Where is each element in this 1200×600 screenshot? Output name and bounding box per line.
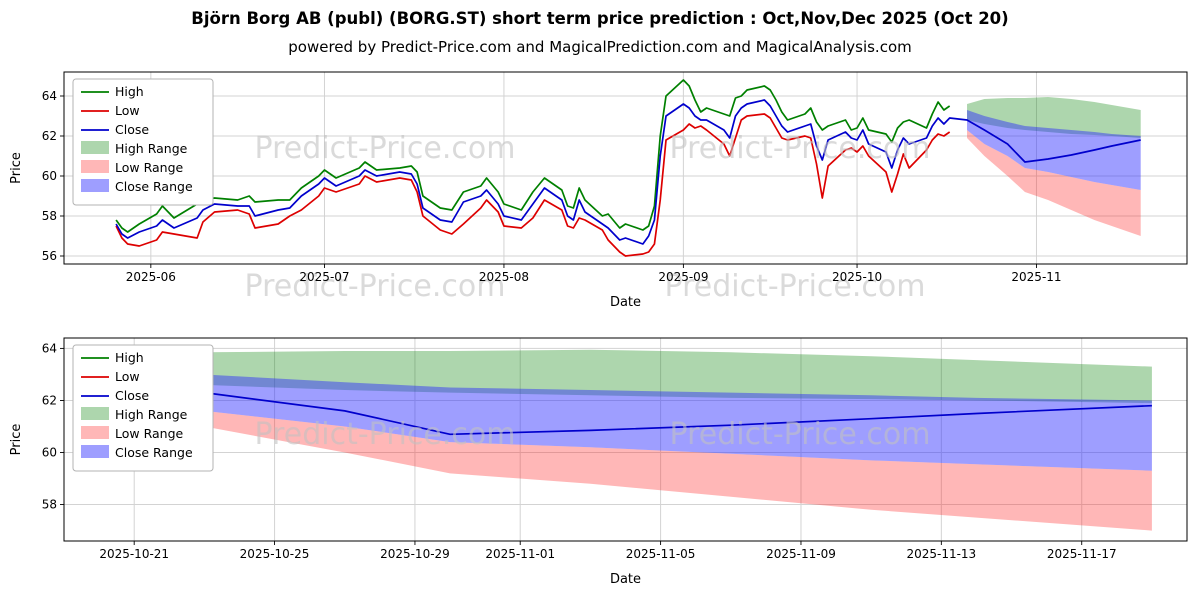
low-range-band <box>967 130 1141 236</box>
legend: High Low Close High Range Low Range Close Ran… <box>72 78 214 206</box>
legend-label-low-range: Low Range <box>115 160 184 175</box>
svg-text:2025-11-01: 2025-11-01 <box>485 547 555 561</box>
svg-text:2025-11: 2025-11 <box>1011 270 1061 284</box>
svg-text:2025-10: 2025-10 <box>832 270 882 284</box>
svg-text:56: 56 <box>42 249 57 263</box>
high-range-band <box>99 349 1152 404</box>
legend-label-close: Close <box>115 122 149 137</box>
watermark: Predict-Price.com <box>255 131 516 166</box>
price-history-chart: Predict-Price.com Predict-Price.com Predic… <box>9 71 1188 310</box>
legend-swatch-high-range <box>81 407 109 420</box>
legend-label-low-range: Low Range <box>115 426 184 441</box>
plot-border <box>63 71 1188 265</box>
close-line <box>98 378 1152 436</box>
svg-text:62: 62 <box>42 129 57 143</box>
close-line <box>115 99 1141 245</box>
legend-label-close-range: Close Range <box>115 179 193 194</box>
chart-title: Björn Borg AB (publ) (BORG.ST) short ter… <box>191 9 1009 28</box>
legend-label-close-range: Close Range <box>115 445 193 460</box>
legend-label-close: Close <box>115 388 149 403</box>
svg-text:2025-11-09: 2025-11-09 <box>766 547 836 561</box>
legend-swatch-close-range <box>81 179 109 192</box>
plot-border <box>63 337 1188 542</box>
svg-text:60: 60 <box>42 169 57 183</box>
svg-text:2025-11-05: 2025-11-05 <box>626 547 696 561</box>
svg-text:2025-08: 2025-08 <box>479 270 529 284</box>
svg-text:60: 60 <box>42 446 57 460</box>
svg-text:58: 58 <box>42 209 57 223</box>
legend-label-low: Low <box>115 369 140 384</box>
svg-text:62: 62 <box>42 393 57 407</box>
svg-text:2025-09: 2025-09 <box>658 270 708 284</box>
x-axis-label: Date <box>610 572 641 587</box>
svg-text:2025-11-17: 2025-11-17 <box>1047 547 1117 561</box>
svg-text:2025-10-21: 2025-10-21 <box>99 547 169 561</box>
grid <box>64 338 1187 541</box>
chart-subtitle: powered by Predict-Price.com and Magical… <box>288 38 912 56</box>
high-line <box>115 79 951 233</box>
prediction-zoom-chart: Predict-Price.com Predict-Price.com 58 60 62… <box>9 337 1188 587</box>
watermark: Predict-Price.com <box>670 417 931 452</box>
legend-swatch-low-range <box>81 160 109 173</box>
high-range-band <box>967 97 1141 138</box>
svg-text:58: 58 <box>42 498 57 512</box>
svg-text:2025-07: 2025-07 <box>299 270 349 284</box>
low-line <box>115 113 951 257</box>
svg-text:2025-06: 2025-06 <box>126 270 176 284</box>
svg-text:2025-10-29: 2025-10-29 <box>380 547 450 561</box>
close-range-band <box>967 110 1141 190</box>
svg-text:64: 64 <box>42 89 57 103</box>
svg-text:2025-10-25: 2025-10-25 <box>240 547 310 561</box>
legend-swatch-close-range <box>81 445 109 458</box>
legend-label-high-range: High Range <box>115 407 188 422</box>
axis-ticks: 58 60 62 64 2025-10-21 2025-10-25 2025-10-29 20… <box>42 341 1117 561</box>
low-range-band <box>99 392 1152 531</box>
legend-swatch-low-range <box>81 426 109 439</box>
svg-text:2025-11-13: 2025-11-13 <box>906 547 976 561</box>
watermark: Predict-Price.com <box>245 269 506 304</box>
y-axis-label: Price <box>9 424 24 456</box>
legend-label-high-range: High Range <box>115 141 188 156</box>
watermark: Predict-Price.com <box>665 269 926 304</box>
close-range-band <box>99 366 1152 471</box>
svg-text:64: 64 <box>42 341 57 355</box>
legend-label-high: High <box>115 84 144 99</box>
legend-label-low: Low <box>115 103 140 118</box>
legend: High Low Close High Range Low Range Close Ran… <box>72 344 214 472</box>
legend-swatch-high-range <box>81 141 109 154</box>
legend-label-high: High <box>115 350 144 365</box>
y-axis-label: Price <box>9 152 24 184</box>
watermark: Predict-Price.com <box>670 131 931 166</box>
axis-ticks: 56 58 60 62 64 2025-06 2025-07 2025-08 2025-09 20… <box>42 89 1062 284</box>
watermark: Predict-Price.com <box>255 417 516 452</box>
x-axis-label: Date <box>610 295 641 310</box>
